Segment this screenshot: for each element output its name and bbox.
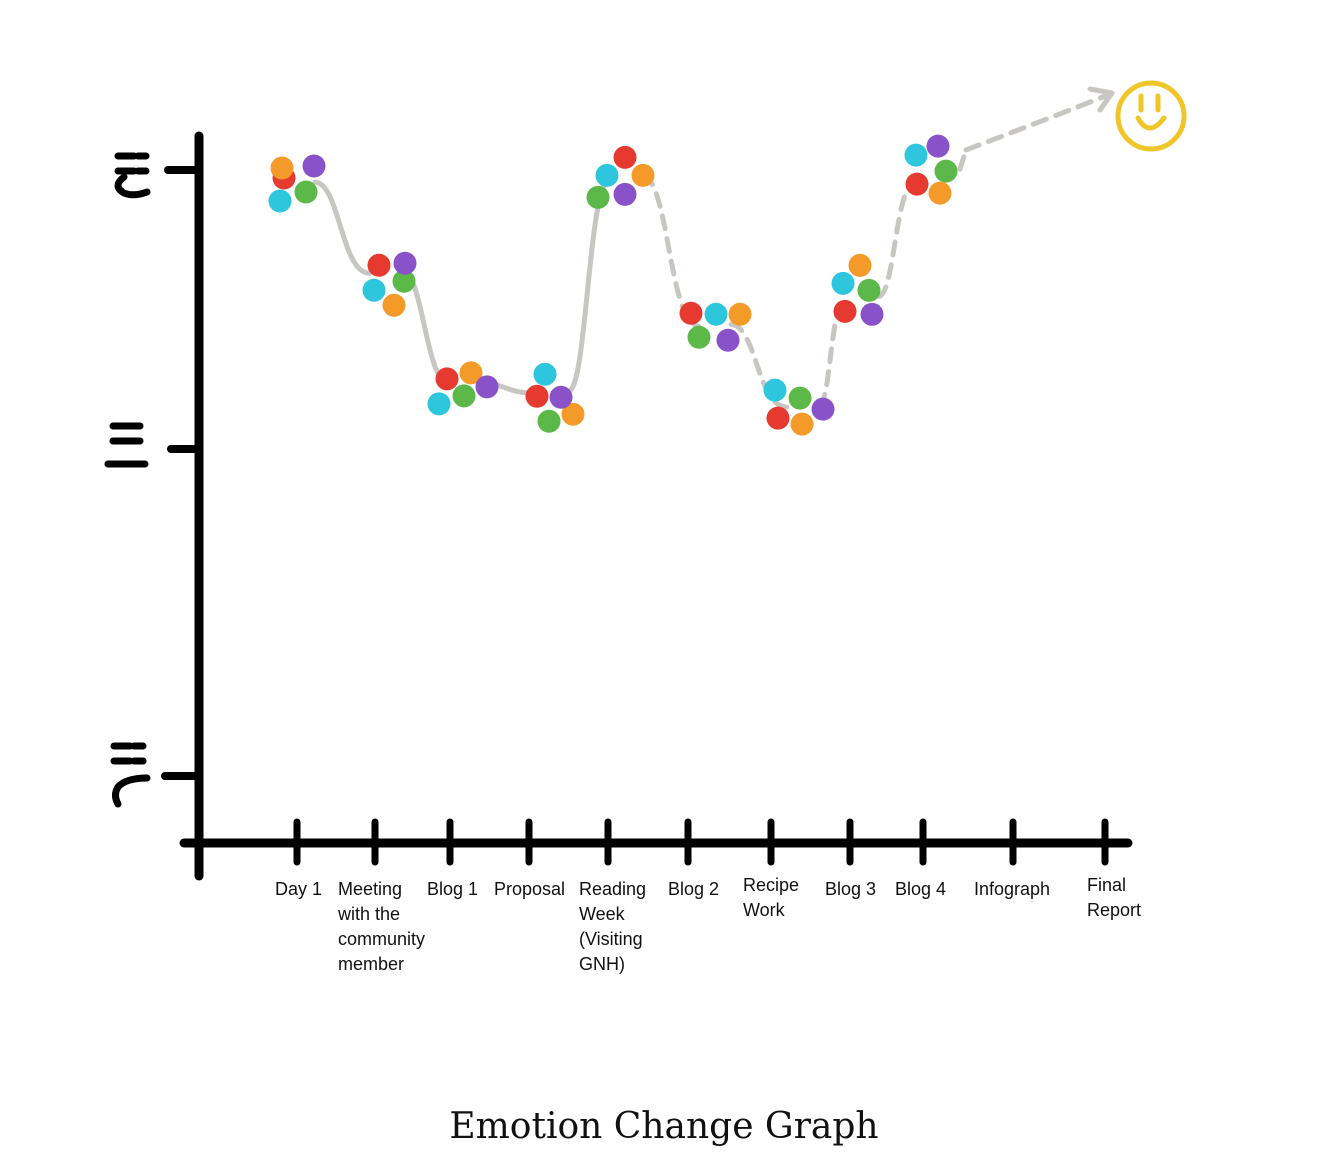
emotion-dot — [926, 134, 950, 158]
emotion-dot — [561, 402, 585, 426]
emotion-path-segment — [565, 175, 614, 394]
emotion-dot — [586, 185, 610, 209]
emotion-dot — [549, 385, 573, 409]
emotion-dot — [427, 392, 451, 416]
happy-face-icon — [114, 152, 151, 199]
emotion-point — [427, 361, 499, 416]
emotion-dot — [595, 163, 619, 187]
x-tick-label: Reading Week (Visiting GNH) — [579, 879, 646, 974]
emotion-dot — [934, 159, 958, 183]
x-tick-label: Meeting with the community member — [337, 879, 425, 974]
emotion-point — [831, 253, 884, 326]
sad-face-icon — [110, 742, 151, 808]
emotion-dot — [716, 328, 740, 352]
emotion-dot — [537, 409, 561, 433]
emotion-dot — [613, 145, 637, 169]
emotion-path-segment — [312, 179, 373, 276]
emotion-dot — [525, 384, 549, 408]
emotion-dot — [302, 154, 326, 178]
x-tick-label: Blog 1 — [427, 879, 478, 899]
trend-arrow-line — [963, 92, 1111, 153]
emotion-dot — [475, 375, 499, 399]
emotion-dot — [928, 181, 952, 205]
chart-title: Emotion Change Graph — [449, 1106, 878, 1147]
emotion-dot — [704, 302, 728, 326]
x-tick-label: Final Report — [1087, 875, 1141, 920]
emotion-path-segment — [728, 321, 790, 410]
emotion-dot — [904, 143, 928, 167]
emotion-dot — [533, 362, 557, 386]
emotion-point — [904, 134, 958, 205]
x-tick-label: Blog 4 — [895, 879, 946, 899]
emotion-path-segment — [875, 178, 919, 299]
emotion-dot — [362, 278, 386, 302]
trend-arrow-head — [1087, 86, 1115, 113]
emotion-dot — [831, 271, 855, 295]
emotion-dot — [811, 397, 835, 421]
emotion-dot — [392, 269, 416, 293]
emotion-dot — [788, 386, 812, 410]
emotion-dot — [687, 325, 711, 349]
emotion-point — [586, 145, 655, 209]
emotion-point — [679, 301, 752, 352]
emotion-dot — [294, 180, 318, 204]
x-tick-label: Day 1 — [275, 879, 322, 899]
emotion-dot — [367, 253, 391, 277]
emotion-dot — [860, 302, 884, 326]
emotion-dot — [268, 189, 292, 213]
emotion-dot — [833, 299, 857, 323]
x-tick-label: Recipe Work — [743, 875, 799, 920]
smiley-goal-icon — [1115, 80, 1187, 152]
emotion-path-segment — [957, 147, 969, 172]
emotion-dot — [382, 293, 406, 317]
emotion-path-segment — [640, 173, 702, 329]
emotion-dot — [905, 172, 929, 196]
emotion-point — [525, 362, 585, 433]
emotion-dot — [435, 367, 459, 391]
emotion-dot — [766, 406, 790, 430]
emotion-dot — [728, 302, 752, 326]
emotion-point — [763, 378, 835, 436]
emotion-dot — [270, 156, 294, 180]
emotion-point — [268, 154, 326, 213]
emotion-dot — [848, 253, 872, 277]
x-tick-label: Blog 3 — [825, 879, 876, 899]
emotion-dot — [679, 301, 703, 325]
emotion-dot — [613, 182, 637, 206]
emotion-dot — [393, 251, 417, 275]
emotion-dot — [452, 384, 476, 408]
emotion-dot — [459, 361, 483, 385]
emotion-dot — [631, 163, 655, 187]
emotion-dot — [790, 412, 814, 436]
x-tick-label: Infograph — [974, 879, 1050, 899]
emotion-dot — [857, 278, 881, 302]
x-tick-label: Proposal — [494, 879, 565, 899]
emotion-point — [362, 251, 417, 317]
x-tick-label: Blog 2 — [668, 879, 719, 899]
emotion-dot — [763, 378, 787, 402]
neutral-face-icon — [104, 422, 149, 468]
